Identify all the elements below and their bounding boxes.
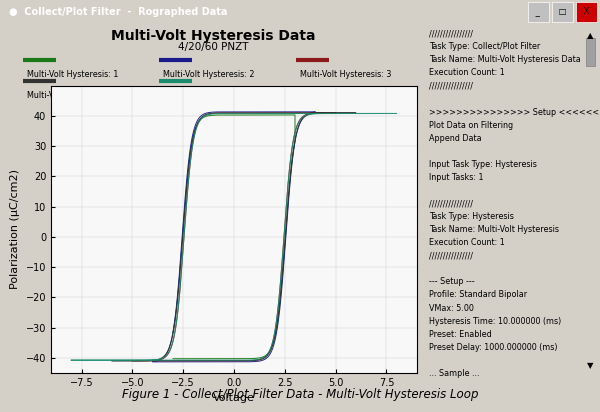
- Text: --- Setup ---: --- Setup ---: [430, 277, 475, 286]
- Y-axis label: Polarization (μC/cm2): Polarization (μC/cm2): [10, 169, 20, 289]
- Text: Hysteresis Time: 10.000000 (ms): Hysteresis Time: 10.000000 (ms): [430, 316, 562, 325]
- Text: Task Name: Multi-Volt Hysteresis Data: Task Name: Multi-Volt Hysteresis Data: [430, 55, 581, 64]
- Text: ////////////////: ////////////////: [430, 82, 473, 91]
- Text: Preset Delay: 1000.000000 (ms): Preset Delay: 1000.000000 (ms): [430, 343, 558, 352]
- Text: ... Sample ...: ... Sample ...: [430, 369, 480, 378]
- Text: Plot Data on Filtering: Plot Data on Filtering: [430, 121, 514, 130]
- Text: ////////////////: ////////////////: [430, 199, 473, 208]
- Text: VMax: 5.00: VMax: 5.00: [430, 304, 475, 313]
- Text: X: X: [581, 7, 592, 16]
- Text: ////////////////: ////////////////: [430, 251, 473, 260]
- Text: Multi-Volt Hysteresis: 4: Multi-Volt Hysteresis: 4: [27, 91, 118, 100]
- Text: 4/20/60 PNZT: 4/20/60 PNZT: [178, 42, 248, 52]
- Text: Multi-Volt Hysteresis: 3: Multi-Volt Hysteresis: 3: [300, 70, 391, 79]
- Text: Execution Count: 1: Execution Count: 1: [430, 68, 505, 77]
- Text: Input Task Type: Hysteresis: Input Task Type: Hysteresis: [430, 160, 538, 169]
- Text: ▲: ▲: [587, 31, 593, 40]
- X-axis label: Voltage: Voltage: [213, 393, 255, 403]
- FancyBboxPatch shape: [576, 2, 597, 21]
- Text: ////////////////: ////////////////: [430, 29, 473, 38]
- Text: Task Name: Multi-Volt Hysteresis: Task Name: Multi-Volt Hysteresis: [430, 225, 559, 234]
- Text: Figure 1 - Collect/Plot Filter Data - Multi-Volt Hysteresis Loop: Figure 1 - Collect/Plot Filter Data - Mu…: [122, 388, 478, 401]
- FancyBboxPatch shape: [552, 2, 573, 21]
- Text: _: _: [533, 7, 543, 16]
- Text: Execution Count: 1: Execution Count: 1: [430, 238, 505, 247]
- Text: Task Type: Collect/Plot Filter: Task Type: Collect/Plot Filter: [430, 42, 541, 51]
- Text: Append Data: Append Data: [430, 134, 482, 143]
- FancyBboxPatch shape: [528, 2, 549, 21]
- Text: ▼: ▼: [587, 361, 593, 370]
- Text: Input Tasks: 1: Input Tasks: 1: [430, 173, 484, 182]
- Text: Preset: Enabled: Preset: Enabled: [430, 330, 492, 339]
- Text: Profile: Standard Bipolar: Profile: Standard Bipolar: [430, 290, 527, 300]
- Text: Multi-Volt Hysteresis Data: Multi-Volt Hysteresis Data: [111, 29, 315, 43]
- Text: >>>>>>>>>>>>>>> Setup <<<<<<<<<<<<: >>>>>>>>>>>>>>> Setup <<<<<<<<<<<<: [430, 108, 600, 117]
- Text: Multi-Volt Hysteresis: 5: Multi-Volt Hysteresis: 5: [163, 91, 255, 100]
- Text: □: □: [556, 7, 569, 16]
- Text: Task Type: Hysteresis: Task Type: Hysteresis: [430, 212, 514, 221]
- Text: Multi-Volt Hysteresis: 1: Multi-Volt Hysteresis: 1: [27, 70, 118, 79]
- Text: Multi-Volt Hysteresis: 2: Multi-Volt Hysteresis: 2: [163, 70, 255, 79]
- Text: ●  Collect/Plot Filter  -  Rographed Data: ● Collect/Plot Filter - Rographed Data: [9, 7, 227, 17]
- Bar: [586, 38, 595, 66]
